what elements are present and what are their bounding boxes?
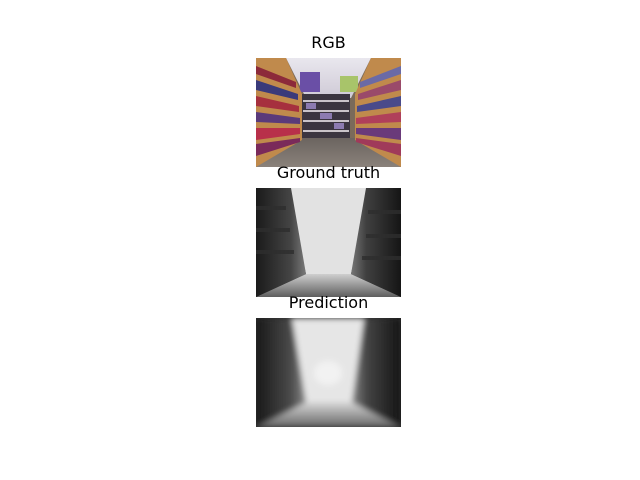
rgb-photo	[256, 58, 401, 167]
ground-truth-title: Ground truth	[276, 163, 381, 182]
prediction-depth-map	[256, 318, 401, 427]
rgb-image	[256, 58, 401, 167]
ground-truth-depth-map	[256, 188, 401, 297]
ground-truth-image	[256, 188, 401, 297]
prediction-title: Prediction	[288, 293, 369, 312]
prediction-image	[256, 318, 401, 427]
rgb-title: RGB	[311, 33, 346, 52]
